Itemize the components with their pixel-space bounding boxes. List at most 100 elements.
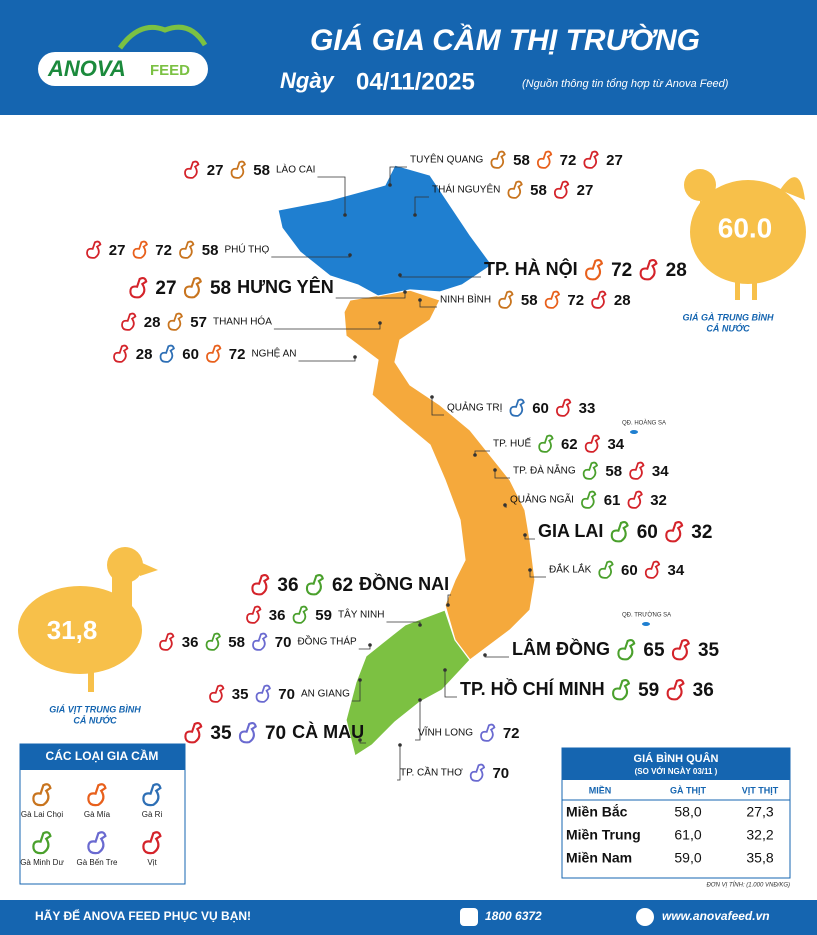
icon-body <box>671 639 690 661</box>
province-name: TÂY NINH <box>338 608 385 621</box>
poultry-icon <box>184 722 203 744</box>
icon-body <box>238 722 257 744</box>
icon-body <box>167 312 183 331</box>
price: 60 <box>532 400 549 417</box>
province: VĨNH LONG 72 <box>415 698 520 742</box>
price: 28 <box>614 292 631 309</box>
poultry-icon <box>132 240 148 259</box>
poultry-icon <box>246 605 262 624</box>
icon-body <box>582 461 599 480</box>
icon-body <box>206 344 222 363</box>
price: 35 <box>232 686 249 703</box>
price: 70 <box>278 686 295 703</box>
map-dot <box>378 321 382 325</box>
icon-body <box>129 277 148 299</box>
legend-title: CÁC LOẠI GIA CẦM <box>46 748 159 763</box>
icon-body <box>666 679 685 701</box>
province: 28 60 72 NGHỆ AN <box>113 344 357 363</box>
table-column-header: VỊT THỊT <box>742 785 779 795</box>
table-cell: Miền Bắc <box>566 803 628 820</box>
table: MIỀN GÀ THỊT VỊT THỊT Miền Bắc 58,0 27,3 Miền … <box>562 785 790 866</box>
icon-body <box>544 290 561 309</box>
poultry-icon <box>205 632 221 651</box>
poultry-icon <box>598 560 614 579</box>
province-name: NGHỆ AN <box>251 347 296 360</box>
icon-body <box>584 434 601 453</box>
poultry-icon <box>585 259 604 281</box>
poultry-icon <box>469 763 486 782</box>
icon-body <box>305 574 324 596</box>
leader-line <box>444 670 457 698</box>
map-dot <box>528 568 532 572</box>
duck-average-label: GIÁ VỊT TRUNG BÌNH <box>49 704 141 714</box>
icon-body <box>581 490 597 509</box>
province: QUẢNG NGÃI 61 32 <box>503 490 667 509</box>
price: 72 <box>611 260 632 281</box>
duck-average-value: 31,8 <box>47 615 98 645</box>
province-name: CÀ MAU <box>292 721 364 742</box>
icon-body <box>639 259 658 281</box>
icon-body <box>255 684 271 703</box>
icon-body <box>509 398 525 417</box>
icon-body <box>480 723 496 742</box>
poultry-icon <box>581 490 597 509</box>
poultry-icon <box>87 831 107 855</box>
icon-body <box>209 684 225 703</box>
price: 35 <box>210 723 232 744</box>
price: 59 <box>638 680 659 701</box>
province: 27 72 58 PHÚ THỌ <box>86 240 352 259</box>
poultry-icon <box>498 290 514 309</box>
table-cell: Miền Trung <box>566 827 641 843</box>
map-dot <box>430 395 434 399</box>
poultry-icon <box>159 632 175 651</box>
province-name: ĐỒNG NAI <box>359 573 449 594</box>
duck-silhouette <box>18 547 158 692</box>
province-name: GIA LAI <box>538 521 603 541</box>
poultry-icon <box>86 240 102 259</box>
price: 32 <box>691 522 712 543</box>
poultry-icon <box>252 632 268 651</box>
price: 36 <box>269 607 286 624</box>
poultry-icon <box>129 277 148 299</box>
price: 59 <box>315 607 332 624</box>
price: 60 <box>621 562 638 579</box>
price: 70 <box>492 765 509 782</box>
footer-slogan: HÃY ĐỂ ANOVA FEED PHỤC VỤ BẠN! <box>35 908 251 923</box>
icon-body <box>612 679 631 701</box>
province-name: ĐẮK LẮK <box>549 563 592 576</box>
map-dot <box>353 355 357 359</box>
icon-body <box>591 290 607 309</box>
price: 35 <box>698 640 720 661</box>
province: TUYÊN QUANG 58 72 27 <box>388 150 623 187</box>
poultry-icon <box>629 461 645 480</box>
poultry-icon <box>230 160 246 179</box>
table-column-header: MIỀN <box>589 785 612 795</box>
icon-body <box>292 605 308 624</box>
table-note: ĐƠN VỊ TÍNH: (1.000 VNĐ/KG) <box>706 882 790 889</box>
icon-body <box>121 312 137 331</box>
icon-body <box>32 783 52 807</box>
price: 72 <box>229 346 246 363</box>
icon-body <box>583 150 599 169</box>
price: 28 <box>144 314 161 331</box>
icon-body <box>610 521 629 543</box>
poultry-icon <box>507 180 523 199</box>
province: TP. CẦN THƠ 70 <box>397 743 509 782</box>
province: TP. HUẾ 62 34 <box>473 434 625 457</box>
leader-line <box>529 570 546 578</box>
price: 27 <box>606 152 623 169</box>
map-dot <box>398 273 402 277</box>
logo-main: ANOVA <box>47 56 126 81</box>
poultry-icon <box>671 639 690 661</box>
poultry-icon <box>142 783 162 807</box>
poultry-icon <box>480 723 496 742</box>
icon-body <box>585 259 604 281</box>
leader-line <box>494 470 510 479</box>
island-label: QĐ. HOÀNG SA <box>622 420 666 427</box>
province-name: THÁI NGUYÊN <box>432 183 500 196</box>
poultry-icon <box>179 240 195 259</box>
logo-sub: FEED <box>150 62 190 79</box>
table-cell: 32,2 <box>746 827 773 843</box>
province-name: TP. ĐÀ NẴNG <box>513 464 576 477</box>
